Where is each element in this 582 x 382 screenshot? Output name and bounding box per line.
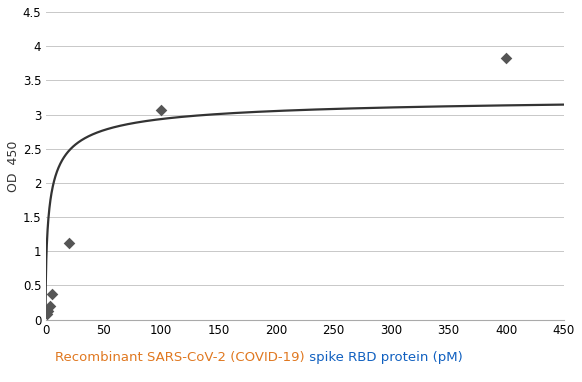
Point — [64, 240, 73, 246]
Point — [48, 291, 57, 297]
Point — [45, 303, 55, 309]
Point — [156, 107, 165, 113]
Point — [43, 308, 52, 314]
Text: Recombinant SARS-CoV-2 (COVID-19): Recombinant SARS-CoV-2 (COVID-19) — [55, 351, 305, 364]
Y-axis label: OD  450: OD 450 — [7, 140, 20, 191]
Point — [42, 311, 51, 317]
Point — [502, 55, 511, 62]
Text: spike RBD protein (pM): spike RBD protein (pM) — [305, 351, 463, 364]
